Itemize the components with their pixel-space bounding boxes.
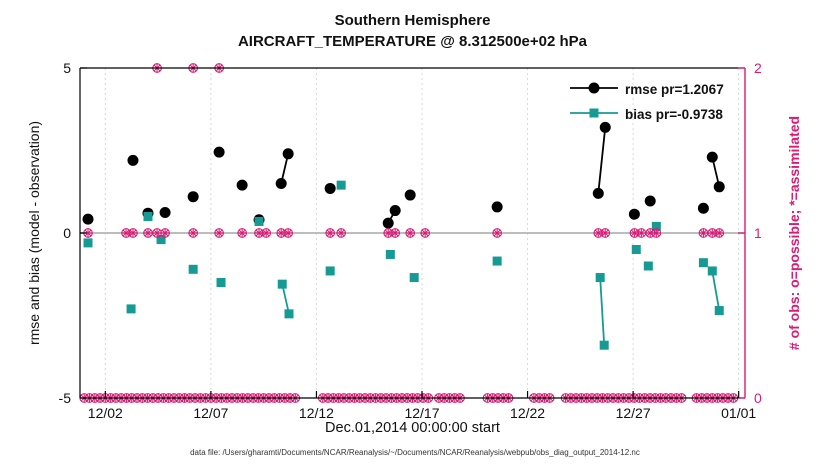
rmse-point	[187, 191, 199, 203]
rmse-point	[282, 148, 294, 160]
left-tick-label: 0	[63, 225, 71, 241]
obs-marker	[188, 228, 199, 238]
right-axis-label: # of obs: o=possible; *=assimilated	[786, 115, 802, 351]
rmse-point	[382, 217, 394, 229]
bias-point	[599, 340, 609, 350]
bias-point	[385, 249, 395, 259]
legend-item-rmse: rmse pr=1.2067	[568, 80, 724, 99]
bias-line	[281, 283, 290, 315]
rmse-point	[644, 195, 656, 207]
rmse-line	[597, 127, 607, 194]
obs-marker	[336, 228, 346, 238]
rmse-point	[628, 208, 640, 220]
rmse-point	[324, 182, 336, 194]
obs-marker	[143, 228, 153, 238]
x-tick-label: 01/01	[721, 405, 756, 421]
obs-marker	[214, 228, 224, 238]
bias-point	[698, 258, 708, 268]
right-tick-label: 0	[754, 390, 762, 406]
rmse-legend-label: rmse pr=1.2067	[625, 82, 724, 97]
bias-point	[254, 216, 264, 226]
rmse-point	[706, 151, 718, 163]
bias-point	[277, 279, 287, 289]
rmse-point	[275, 178, 287, 189]
left-tick-label: -5	[59, 390, 72, 406]
obs-marker	[261, 228, 272, 238]
x-tick-label: 12/17	[404, 405, 439, 421]
obs-marker	[121, 228, 131, 238]
chart-subtitle: AIRCRAFT_TEMPERATURE @ 8.312500e+02 hPa	[237, 33, 588, 50]
obs-marker	[707, 228, 718, 238]
legend-item-bias: bias pr=-0.9738	[568, 105, 724, 124]
bias-point	[83, 238, 93, 248]
bias-point	[643, 261, 653, 271]
obs-marker	[636, 228, 647, 238]
rmse-point	[127, 154, 139, 166]
bias-point	[325, 266, 335, 276]
bias-point	[714, 306, 724, 316]
rmse-point	[697, 202, 709, 214]
bias-point	[492, 256, 502, 266]
bias-point	[707, 266, 717, 276]
rmse-point	[599, 121, 611, 133]
bias-point	[156, 235, 166, 245]
x-tick-label: 12/02	[88, 405, 123, 421]
rmse-legend-glyph	[570, 82, 618, 94]
obs-marker	[152, 228, 162, 238]
bias-legend-sample-icon	[568, 105, 620, 124]
bias-point	[595, 273, 605, 283]
chart-title: Southern Hemisphere	[334, 12, 491, 29]
bias-point	[336, 180, 346, 190]
obs-marker	[128, 228, 138, 238]
bias-point	[216, 278, 226, 287]
bias-point	[143, 212, 153, 221]
bias-line	[599, 277, 606, 346]
x-tick-label: 12/22	[510, 405, 545, 421]
bias-line	[711, 270, 721, 311]
rmse-point	[491, 201, 503, 213]
left-tick-label: 5	[63, 60, 71, 76]
rmse-point	[213, 146, 225, 158]
obs-marker	[237, 228, 247, 238]
bias-point	[631, 245, 641, 254]
obs-marker	[405, 228, 416, 238]
legend: rmse pr=1.2067 bias pr=-0.9738	[568, 80, 724, 124]
right-tick-label: 1	[754, 225, 762, 241]
obs-marker	[325, 228, 336, 238]
obs-marker	[420, 228, 431, 238]
obs-marker	[160, 228, 170, 238]
obs-marker	[600, 228, 611, 238]
bias-point	[188, 264, 198, 274]
rmse-point	[82, 213, 94, 225]
x-tick-label: 12/12	[299, 405, 334, 421]
rmse-point	[389, 205, 401, 217]
x-tick-label: 12/27	[616, 405, 651, 421]
obs-marker	[492, 228, 503, 238]
rmse-legend-sample-icon	[568, 80, 620, 99]
bias-point	[126, 304, 136, 314]
x-tick-label: 12/07	[193, 405, 228, 421]
bias-point	[284, 309, 294, 319]
rmse-point	[592, 187, 604, 199]
bias-legend-label: bias pr=-0.9738	[625, 107, 723, 122]
rmse-point	[236, 179, 248, 191]
bias-point	[409, 273, 419, 283]
rmse-point	[713, 181, 725, 193]
obs-marker	[698, 228, 709, 238]
left-axis-label: rmse and bias (model - observation)	[26, 120, 42, 346]
obs-marker	[390, 228, 401, 238]
obs-marker	[651, 228, 662, 238]
data-file-caption: data file: /Users/gharamti/Documents/NCA…	[190, 448, 640, 457]
obs-marker	[283, 228, 294, 238]
right-tick-label: 2	[754, 60, 762, 76]
rmse-point	[159, 207, 171, 219]
rmse-point	[404, 189, 416, 201]
obs-marker	[714, 228, 725, 238]
bias-point	[651, 221, 661, 231]
bias-legend-glyph	[570, 108, 618, 118]
x-axis-label: Dec.01,2014 00:00:00 start	[325, 420, 500, 436]
